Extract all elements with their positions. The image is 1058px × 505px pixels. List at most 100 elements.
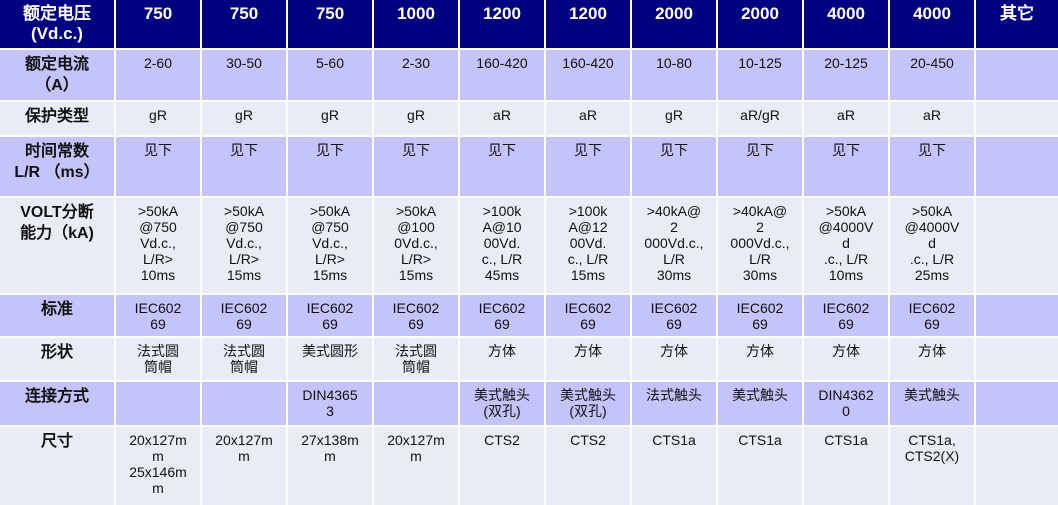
- table-cell: aR: [890, 102, 974, 135]
- row-label: 额定电流 （A）: [0, 50, 114, 100]
- row-label: 保护类型: [0, 102, 114, 135]
- table-cell: CTS1a: [632, 427, 716, 505]
- header-voltage-cell: 750: [116, 0, 200, 48]
- table-cell: DIN4362 0: [804, 382, 888, 425]
- table-cell: gR: [374, 102, 458, 135]
- table-cell: IEC602 69: [804, 295, 888, 336]
- table-cell: 160-420: [460, 50, 544, 100]
- table-cell: aR/gR: [718, 102, 802, 135]
- table-cell: >40kA@ 2 000Vd.c., L/R 30ms: [632, 198, 716, 293]
- row-label: 连接方式: [0, 382, 114, 425]
- table-cell: IEC602 69: [374, 295, 458, 336]
- table-cell: CTS1a: [804, 427, 888, 505]
- table-cell: 法式圆 筒帽: [374, 338, 458, 380]
- table-cell: aR: [460, 102, 544, 135]
- table-cell: 法式圆 筒帽: [202, 338, 286, 380]
- table-cell: 10-125: [718, 50, 802, 100]
- table-cell: [976, 102, 1058, 135]
- table-cell: 美式触头 (双孔): [546, 382, 630, 425]
- table-cell: [976, 137, 1058, 196]
- table-cell: 美式圆形: [288, 338, 372, 380]
- table-cell: 27x138m m: [288, 427, 372, 505]
- header-voltage-cell: 2000: [632, 0, 716, 48]
- header-voltage-cell: 750: [202, 0, 286, 48]
- table-cell: >40kA@ 2 000Vd.c., L/R 30ms: [718, 198, 802, 293]
- header-voltage-cell: 其它: [976, 0, 1058, 48]
- table-cell: [976, 295, 1058, 336]
- table-cell: 法式圆 筒帽: [116, 338, 200, 380]
- header-voltage-cell: 750: [288, 0, 372, 48]
- table-cell: 见下: [374, 137, 458, 196]
- table-cell: >50kA @750 Vd.c., L/R> 10ms: [116, 198, 200, 293]
- table-cell: 2-60: [116, 50, 200, 100]
- table-cell: 见下: [460, 137, 544, 196]
- header-voltage-cell: 1000: [374, 0, 458, 48]
- row-label: 时间常数 L/R （ms）: [0, 137, 114, 196]
- table-cell: 方体: [632, 338, 716, 380]
- row-label: VOLT分断 能力（kA): [0, 198, 114, 293]
- header-voltage-cell: 2000: [718, 0, 802, 48]
- table-cell: [976, 50, 1058, 100]
- table-cell: >50kA @4000V d .c., L/R 25ms: [890, 198, 974, 293]
- table-cell: >100k A@12 00Vd. c., L/R 15ms: [546, 198, 630, 293]
- table-cell: CTS1a: [718, 427, 802, 505]
- table-cell: 20x127m m: [374, 427, 458, 505]
- table-cell: gR: [288, 102, 372, 135]
- table-cell: CTS2: [460, 427, 544, 505]
- header-voltage-cell: 4000: [804, 0, 888, 48]
- table-cell: aR: [546, 102, 630, 135]
- table-cell: 见下: [632, 137, 716, 196]
- table-cell: 方体: [546, 338, 630, 380]
- table-cell: 20-125: [804, 50, 888, 100]
- table-cell: IEC602 69: [202, 295, 286, 336]
- table-cell: 方体: [804, 338, 888, 380]
- table-cell: aR: [804, 102, 888, 135]
- table-cell: 见下: [890, 137, 974, 196]
- table-cell: 方体: [890, 338, 974, 380]
- table-cell: 见下: [116, 137, 200, 196]
- table-cell: 方体: [460, 338, 544, 380]
- table-cell: 法式触头: [632, 382, 716, 425]
- table-cell: 美式触头: [718, 382, 802, 425]
- table-cell: 30-50: [202, 50, 286, 100]
- table-cell: 20x127m m: [202, 427, 286, 505]
- table-cell: 2-30: [374, 50, 458, 100]
- table-cell: IEC602 69: [460, 295, 544, 336]
- table-cell: gR: [202, 102, 286, 135]
- table-cell: 见下: [718, 137, 802, 196]
- table-cell: [976, 382, 1058, 425]
- table-cell: IEC602 69: [288, 295, 372, 336]
- table-cell: 10-80: [632, 50, 716, 100]
- table-cell: >50kA @750 Vd.c., L/R> 15ms: [202, 198, 286, 293]
- header-voltage-cell: 1200: [546, 0, 630, 48]
- table-cell: 见下: [288, 137, 372, 196]
- table-cell: 美式触头 (双孔): [460, 382, 544, 425]
- table-cell: IEC602 69: [890, 295, 974, 336]
- header-voltage-cell: 1200: [460, 0, 544, 48]
- table-cell: 见下: [804, 137, 888, 196]
- table-cell: [976, 198, 1058, 293]
- table-cell: [202, 382, 286, 425]
- table-cell: >50kA @100 0Vd.c., L/R> 15ms: [374, 198, 458, 293]
- row-label: 尺寸: [0, 427, 114, 505]
- table-cell: >100k A@10 00Vd. c., L/R 45ms: [460, 198, 544, 293]
- table-cell: 5-60: [288, 50, 372, 100]
- row-label: 形状: [0, 338, 114, 380]
- table-cell: >50kA @750 Vd.c., L/R> 15ms: [288, 198, 372, 293]
- header-label: 额定电压 (Vd.c.): [0, 0, 114, 48]
- table-cell: IEC602 69: [632, 295, 716, 336]
- table-cell: IEC602 69: [116, 295, 200, 336]
- table-cell: 美式触头: [890, 382, 974, 425]
- table-cell: 20-450: [890, 50, 974, 100]
- table-cell: IEC602 69: [718, 295, 802, 336]
- header-voltage-cell: 4000: [890, 0, 974, 48]
- table-cell: 见下: [546, 137, 630, 196]
- table-cell: DIN4365 3: [288, 382, 372, 425]
- table-cell: CTS2: [546, 427, 630, 505]
- table-cell: 见下: [202, 137, 286, 196]
- table-cell: [374, 382, 458, 425]
- table-cell: gR: [632, 102, 716, 135]
- table-cell: gR: [116, 102, 200, 135]
- table-cell: CTS1a, CTS2(X): [890, 427, 974, 505]
